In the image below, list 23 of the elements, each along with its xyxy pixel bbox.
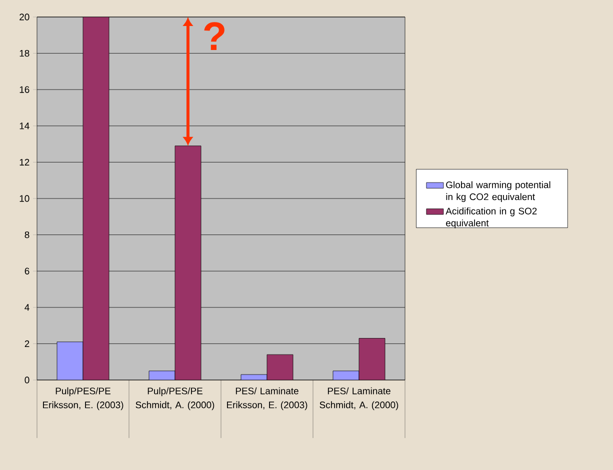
x-tick-label: PES/ Laminate Eriksson, E. (2003): [227, 387, 308, 410]
bar: [266, 354, 294, 380]
x-tick-label: PES/ Laminate Schmidt, A. (2000): [320, 387, 398, 410]
legend-label: Acidification in g SO2 equivalent: [446, 207, 537, 228]
bar: [56, 342, 84, 380]
bar: [174, 146, 202, 380]
y-tick-label: 10: [20, 195, 30, 202]
x-tick-label: Pulp/PES/PE Eriksson, E. (2003): [43, 387, 124, 410]
annotation: ?: [204, 22, 224, 50]
x-tick-label: Pulp/PES/PE Schmidt, A. (2000): [136, 387, 214, 410]
y-tick-label: 12: [20, 158, 30, 166]
y-tick-label: 18: [20, 50, 30, 57]
y-tick-label: 2: [24, 340, 30, 348]
y-tick-label: 0: [24, 376, 30, 384]
bar: [82, 16, 110, 380]
legend-label: Global warming potential in kg CO2 equivalent: [446, 181, 550, 202]
y-tick-label: 6: [24, 268, 30, 274]
y-tick-label: 4: [24, 304, 30, 311]
y-tick-label: 8: [24, 231, 30, 238]
y-tick-label: 16: [20, 86, 30, 93]
y-tick-label: 14: [20, 122, 30, 130]
y-tick-label: 20: [20, 14, 30, 20]
bar: [358, 338, 386, 380]
